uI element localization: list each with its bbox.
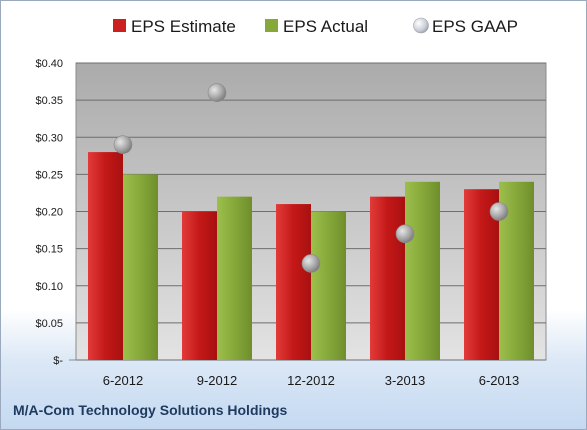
bar-eps-estimate-6-2012 bbox=[88, 152, 123, 360]
y-tick-label: $0.40 bbox=[35, 58, 63, 70]
legend-label: EPS Estimate bbox=[131, 17, 236, 36]
y-tick-label: $0.35 bbox=[35, 95, 63, 107]
bar-eps-actual-3-2013 bbox=[405, 181, 440, 360]
marker-eps-gaap-12-2012 bbox=[301, 254, 321, 273]
bar-eps-estimate-3-2013 bbox=[370, 196, 405, 360]
legend-label: EPS Actual bbox=[283, 17, 368, 36]
y-tick-label: $0.30 bbox=[35, 132, 63, 144]
legend-swatch-eps-estimate bbox=[113, 19, 126, 32]
x-tick-label: 6-2012 bbox=[103, 373, 143, 388]
marker-eps-gaap-6-2012 bbox=[113, 135, 133, 154]
y-tick-label: $0.05 bbox=[35, 318, 63, 330]
bar-eps-actual-6-2012 bbox=[123, 174, 158, 360]
bar-eps-estimate-12-2012 bbox=[276, 204, 311, 360]
x-axis: 6-2012 9-2012 12-2012 3-2013 6-2013 bbox=[103, 373, 519, 388]
gaap-markers bbox=[113, 83, 509, 273]
marker-eps-gaap-9-2012 bbox=[207, 83, 227, 102]
y-tick-label: $0.15 bbox=[35, 244, 63, 256]
legend-item-eps-gaap: EPS GAAP bbox=[413, 17, 518, 36]
y-tick-label: $0.10 bbox=[35, 281, 63, 293]
legend-item-eps-estimate: EPS Estimate bbox=[113, 17, 236, 36]
marker-eps-gaap-3-2013 bbox=[395, 224, 415, 244]
y-tick-label: $0.25 bbox=[35, 169, 63, 181]
bar-eps-actual-12-2012 bbox=[311, 211, 346, 360]
x-tick-label: 3-2013 bbox=[385, 373, 425, 388]
x-tick-label: 12-2012 bbox=[287, 373, 335, 388]
bar-eps-estimate-9-2012 bbox=[182, 211, 217, 360]
bar-eps-actual-9-2012 bbox=[217, 196, 252, 360]
legend-swatch-eps-actual bbox=[265, 19, 278, 32]
chart-title: M/A-Com Technology Solutions Holdings bbox=[13, 402, 288, 418]
y-tick-label: $- bbox=[53, 355, 63, 367]
y-tick-label: $0.20 bbox=[35, 207, 63, 219]
legend-label: EPS GAAP bbox=[432, 17, 518, 36]
x-tick-label: 6-2013 bbox=[479, 373, 519, 388]
y-axis: $0.40 $0.35 $0.30 $0.25 $0.20 $0.15 $0.10 $0.05… bbox=[35, 58, 76, 367]
marker-eps-gaap-6-2013 bbox=[489, 202, 509, 221]
chart-legend: EPS Estimate EPS Actual EPS GAAP bbox=[113, 17, 518, 36]
legend-item-eps-actual: EPS Actual bbox=[265, 17, 368, 36]
bars bbox=[88, 152, 534, 360]
legend-swatch-eps-gaap bbox=[413, 17, 429, 34]
x-tick-label: 9-2012 bbox=[197, 373, 237, 388]
